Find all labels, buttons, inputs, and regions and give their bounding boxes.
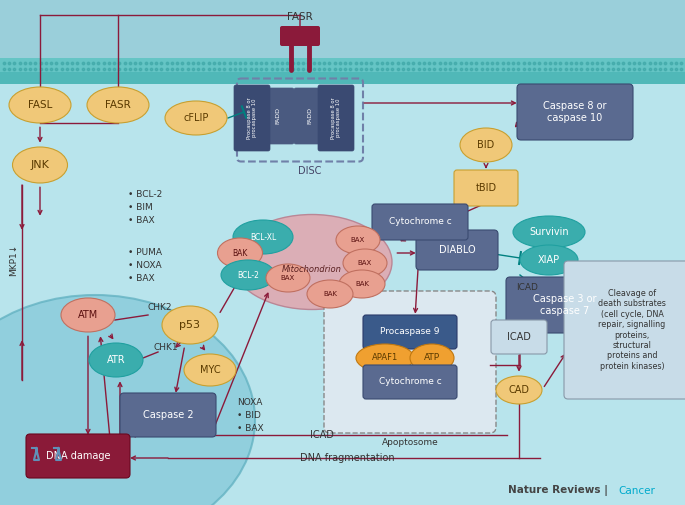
Text: BCL-2: BCL-2 <box>237 271 259 279</box>
Text: Cytochrome c: Cytochrome c <box>388 218 451 227</box>
Text: CHK1: CHK1 <box>154 343 179 352</box>
Ellipse shape <box>87 87 149 123</box>
Text: FADD: FADD <box>275 108 280 125</box>
FancyBboxPatch shape <box>491 320 547 354</box>
Ellipse shape <box>12 147 68 183</box>
Text: Cleavage of
death substrates
(cell cycle, DNA
repair, signalling
proteins,
struc: Cleavage of death substrates (cell cycle… <box>598 289 666 371</box>
Text: CAD: CAD <box>508 385 530 395</box>
Ellipse shape <box>410 344 454 372</box>
Text: DNA damage: DNA damage <box>46 451 110 461</box>
FancyBboxPatch shape <box>318 85 354 151</box>
Text: ATM: ATM <box>78 310 98 320</box>
Text: XIAP: XIAP <box>538 255 560 265</box>
FancyBboxPatch shape <box>363 315 457 349</box>
Text: BAK: BAK <box>232 248 248 258</box>
FancyBboxPatch shape <box>120 393 216 437</box>
FancyBboxPatch shape <box>363 365 457 399</box>
Text: Caspase 3 or
caspase 7: Caspase 3 or caspase 7 <box>533 294 597 316</box>
Text: FADD: FADD <box>308 108 312 125</box>
Text: FASR: FASR <box>287 12 313 22</box>
FancyBboxPatch shape <box>324 291 496 433</box>
Ellipse shape <box>221 260 275 290</box>
Text: BAX: BAX <box>281 275 295 281</box>
Text: Mitochondrion: Mitochondrion <box>282 266 342 275</box>
FancyBboxPatch shape <box>0 0 685 72</box>
FancyBboxPatch shape <box>234 85 270 151</box>
Text: BAX: BAX <box>358 260 372 266</box>
FancyBboxPatch shape <box>0 58 685 72</box>
Ellipse shape <box>232 215 392 310</box>
Text: BID: BID <box>477 140 495 150</box>
Text: CHK2: CHK2 <box>148 304 173 313</box>
Text: p53: p53 <box>179 320 201 330</box>
Ellipse shape <box>356 344 414 372</box>
Ellipse shape <box>460 128 512 162</box>
Text: Survivin: Survivin <box>530 227 569 237</box>
Text: Procaspase 8 or
procaspase 10: Procaspase 8 or procaspase 10 <box>247 97 258 139</box>
Text: FASR: FASR <box>105 100 131 110</box>
Text: BAK: BAK <box>323 291 337 297</box>
FancyBboxPatch shape <box>262 88 294 144</box>
Text: ATR: ATR <box>107 355 125 365</box>
FancyBboxPatch shape <box>280 26 302 46</box>
Ellipse shape <box>218 238 262 268</box>
Ellipse shape <box>307 280 353 308</box>
Text: MKP1↓: MKP1↓ <box>10 244 18 276</box>
Text: DNA fragmentation: DNA fragmentation <box>300 453 395 463</box>
FancyBboxPatch shape <box>564 261 685 399</box>
Ellipse shape <box>336 226 380 254</box>
Text: JNK: JNK <box>31 160 49 170</box>
FancyBboxPatch shape <box>0 72 685 84</box>
Text: DIABLO: DIABLO <box>438 245 475 255</box>
Text: Apoptosome: Apoptosome <box>382 438 438 447</box>
Ellipse shape <box>0 295 255 505</box>
FancyBboxPatch shape <box>372 204 468 240</box>
Text: Caspase 2: Caspase 2 <box>142 410 193 420</box>
FancyBboxPatch shape <box>416 230 498 270</box>
Text: DISC: DISC <box>298 166 322 176</box>
Ellipse shape <box>343 249 387 277</box>
Ellipse shape <box>339 270 385 298</box>
Text: Nature Reviews |: Nature Reviews | <box>508 485 612 496</box>
Text: Cytochrome c: Cytochrome c <box>379 378 441 386</box>
FancyBboxPatch shape <box>517 84 633 140</box>
Text: BAK: BAK <box>355 281 369 287</box>
Text: FASL: FASL <box>28 100 52 110</box>
FancyBboxPatch shape <box>26 434 130 478</box>
Ellipse shape <box>89 343 143 377</box>
Ellipse shape <box>61 298 115 332</box>
Text: ICAD: ICAD <box>310 430 334 440</box>
Text: ICAD: ICAD <box>516 283 538 292</box>
Ellipse shape <box>513 216 585 248</box>
Text: MYC: MYC <box>200 365 221 375</box>
Text: • BCL-2
• BIM
• BAX: • BCL-2 • BIM • BAX <box>128 190 162 225</box>
FancyBboxPatch shape <box>0 72 685 505</box>
Text: BAX: BAX <box>351 237 365 243</box>
Ellipse shape <box>165 101 227 135</box>
Text: Caspase 8 or
caspase 10: Caspase 8 or caspase 10 <box>543 101 607 123</box>
Text: Procaspase 9: Procaspase 9 <box>380 328 440 336</box>
Text: tBID: tBID <box>475 183 497 193</box>
FancyBboxPatch shape <box>454 170 518 206</box>
Text: APAF1: APAF1 <box>372 354 398 363</box>
Ellipse shape <box>162 306 218 344</box>
Ellipse shape <box>9 87 71 123</box>
FancyBboxPatch shape <box>294 88 326 144</box>
Text: cFLIP: cFLIP <box>184 113 209 123</box>
Ellipse shape <box>266 264 310 292</box>
Ellipse shape <box>520 245 578 275</box>
Ellipse shape <box>184 354 236 386</box>
Ellipse shape <box>233 220 293 254</box>
Text: NOXA
• BID
• BAX: NOXA • BID • BAX <box>237 398 264 433</box>
Ellipse shape <box>496 376 542 404</box>
Text: • PUMA
• NOXA
• BAX: • PUMA • NOXA • BAX <box>128 248 162 283</box>
FancyBboxPatch shape <box>506 277 624 333</box>
FancyBboxPatch shape <box>298 26 320 46</box>
Text: Procaspase 8 or
procaspase 10: Procaspase 8 or procaspase 10 <box>331 97 341 139</box>
Text: ATP: ATP <box>424 354 440 363</box>
Text: ICAD: ICAD <box>507 332 531 342</box>
Text: Cancer: Cancer <box>618 486 655 496</box>
Text: BCL-XL: BCL-XL <box>250 232 276 241</box>
